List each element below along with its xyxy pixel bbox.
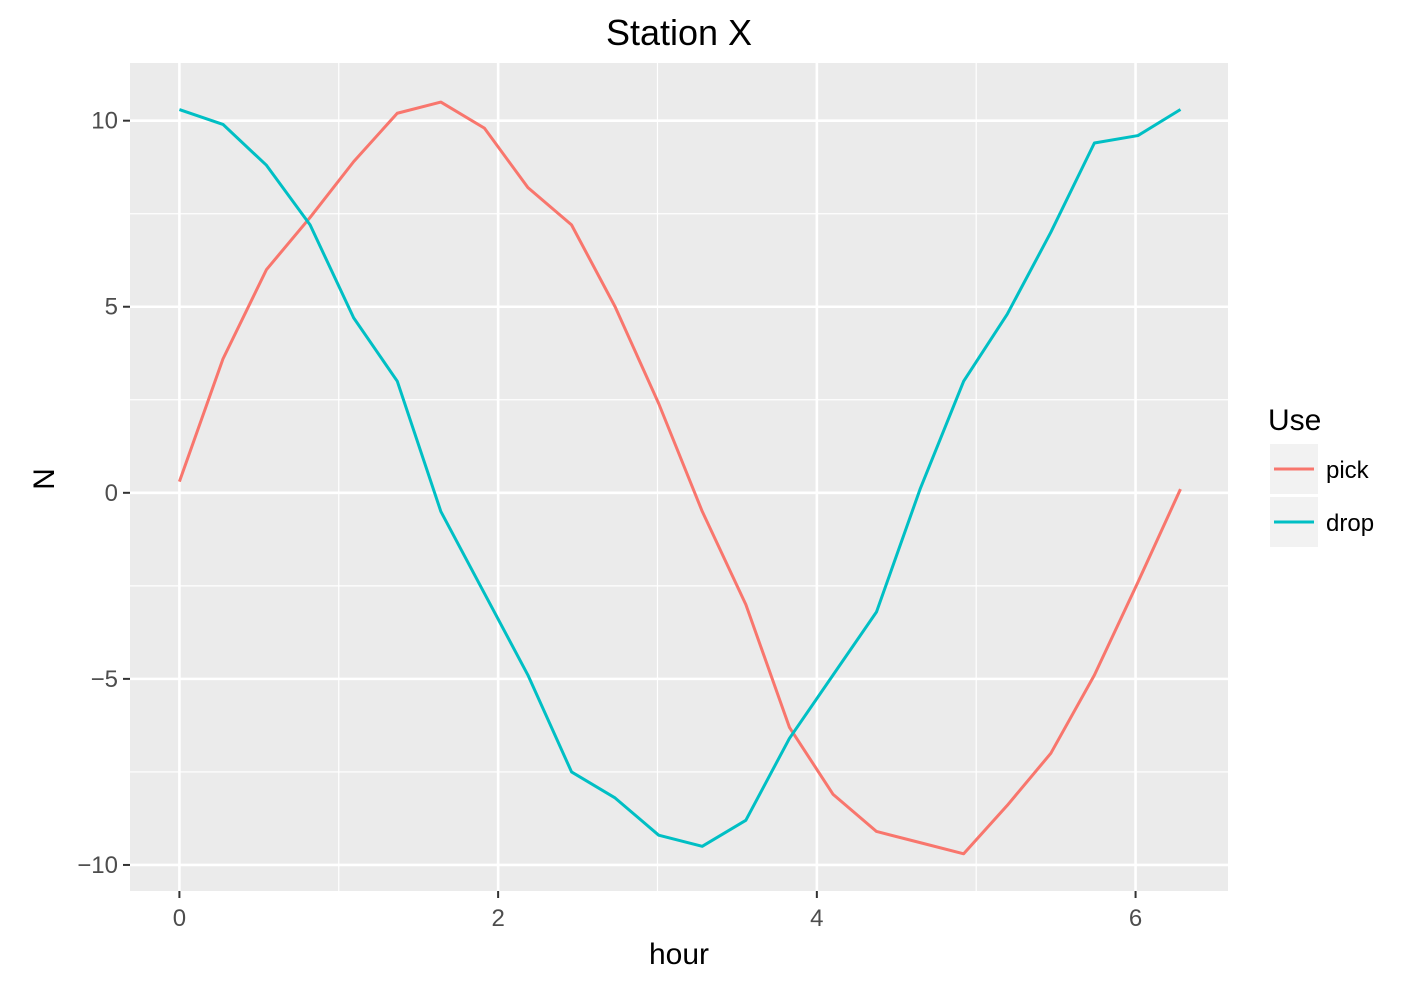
x-tick-label: 0 — [173, 905, 186, 932]
x-tick-label: 2 — [491, 905, 504, 932]
series-line-drop — [178, 108, 1182, 848]
y-tick-label: 10 — [91, 108, 118, 135]
x-tick-label: 4 — [810, 905, 823, 932]
legend-title: Use — [1268, 404, 1321, 437]
x-axis-title: hour — [649, 938, 709, 971]
y-tick-label: −5 — [91, 666, 118, 693]
major-gridlines — [130, 63, 1228, 891]
x-tick-label: 6 — [1129, 905, 1142, 932]
y-tick-label: 5 — [105, 294, 118, 321]
chart-title: Station X — [606, 12, 752, 53]
plot-panel — [130, 63, 1228, 891]
y-axis-ticks: −10 −5 0 5 10 — [77, 108, 130, 879]
x-axis-ticks: 0 2 4 6 — [173, 891, 1142, 932]
y-tick-label: 0 — [105, 480, 118, 507]
series-layer — [177, 100, 1182, 856]
legend: Use pick drop — [1268, 404, 1374, 547]
legend-label-pick: pick — [1326, 457, 1370, 484]
legend-label-drop: drop — [1326, 510, 1374, 537]
legend-items: pick drop — [1270, 444, 1374, 547]
y-axis-title: N — [28, 468, 61, 490]
y-tick-label: −10 — [77, 852, 118, 879]
series-line-pick — [177, 100, 1182, 856]
